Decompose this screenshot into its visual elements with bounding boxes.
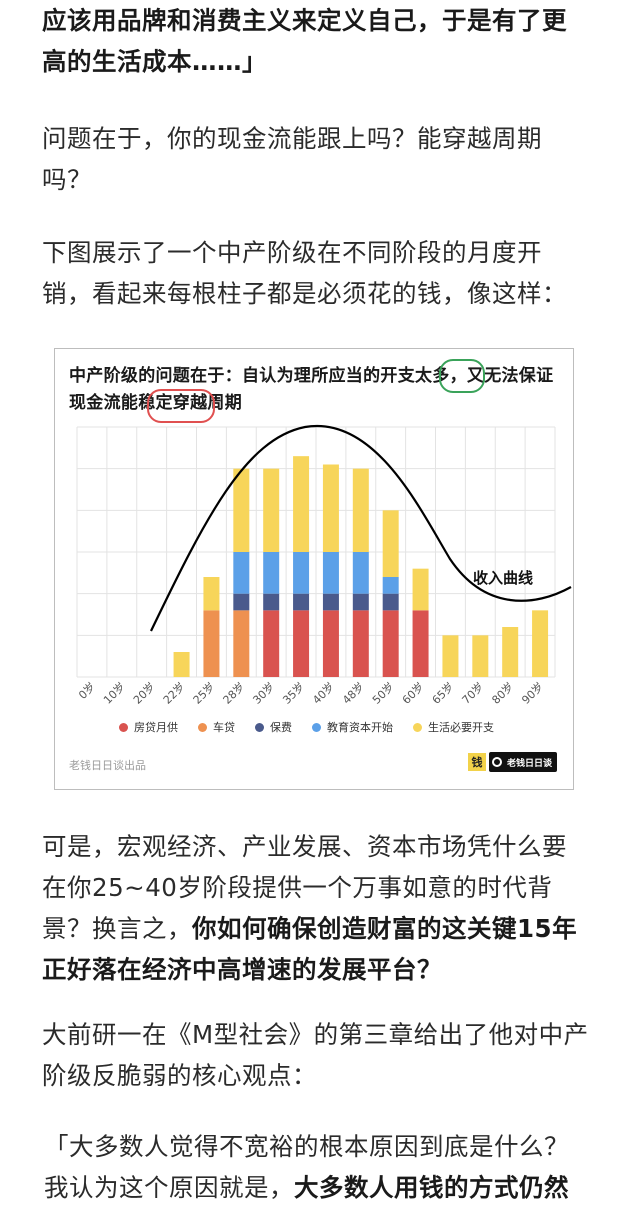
x-tick-label: 30岁 xyxy=(250,679,278,707)
x-tick-label: 48岁 xyxy=(339,679,367,707)
legend-item: 房贷月供 xyxy=(119,719,178,735)
x-tick-label: 25岁 xyxy=(190,679,218,707)
bar-segment xyxy=(233,468,250,552)
paragraph-2: 下图展示了一个中产阶级在不同阶段的月度开销，看起来每根柱子都是必须花的钱，像这样… xyxy=(42,238,567,308)
bar-segment xyxy=(173,652,190,677)
bar-segment xyxy=(352,593,369,611)
bar-segment xyxy=(352,610,369,677)
bar-segment xyxy=(203,610,220,677)
legend-label: 保费 xyxy=(270,721,292,734)
legend-swatch xyxy=(255,722,264,732)
legend-label: 房贷月供 xyxy=(134,721,178,734)
x-tick-label: 80岁 xyxy=(489,679,517,707)
bar-segment xyxy=(322,610,339,677)
income-curve xyxy=(150,424,572,632)
legend-swatch xyxy=(119,722,128,732)
bar-segment xyxy=(322,552,339,594)
bar-segment xyxy=(322,464,339,552)
income-curve-label: 收入曲线 xyxy=(473,569,533,587)
x-tick-label: 28岁 xyxy=(220,679,248,707)
paragraph-0-bold: 应该用品牌和消费主义来定义自己，于是有了更高的生活成本……」 xyxy=(42,6,567,76)
brand-box: 老钱日日谈 xyxy=(488,752,557,772)
paragraph-4: 大前研一在《M型社会》的第三章给出了他对中产阶级反脆弱的核心观点： xyxy=(42,1020,589,1090)
bar-segment xyxy=(532,610,549,677)
chart-plot: 0岁 10岁 20岁 22岁 25岁 28岁 30岁 35岁 40岁 48岁 50岁 60岁 65岁 70… xyxy=(75,424,572,707)
x-tick-label: 10岁 xyxy=(100,679,128,707)
bar-segment xyxy=(293,593,310,611)
paragraph-3: 可是，宏观经济、产业发展、资本市场凭什么要在你25~40岁阶段提供一个万事如意的… xyxy=(42,826,590,990)
x-tick-label: 40岁 xyxy=(309,679,337,707)
brand-name: 老钱日日谈 xyxy=(506,758,552,769)
bar-segment xyxy=(263,593,280,611)
highlight-circle-green xyxy=(439,359,485,393)
x-tick-label: 65岁 xyxy=(429,679,457,707)
x-tick-label: 0岁 xyxy=(75,679,98,702)
legend-item: 保费 xyxy=(255,719,292,735)
paragraph-5: 「大多数人觉得不宽裕的根本原因到底是什么？我认为这个原因就是，大多数人用钱的方式… xyxy=(44,1126,592,1208)
bar-segment xyxy=(233,552,250,594)
paragraph-3-text: 可是，宏观经济、产业发展、资本市场凭什么要在你25~40岁阶段提供一个万事如意的… xyxy=(42,832,567,943)
chart-title: 中产阶级的问题在于：自认为理所应当的开支太多，又无法保证现金流能稳定穿越周期 xyxy=(69,366,554,413)
bar-segment xyxy=(293,456,310,552)
chart-footer: 老钱日日谈出品 xyxy=(69,759,146,772)
bar-segment xyxy=(352,552,369,594)
paragraph-3-bold: 你如何确保创造财富的这关键15年正好落在经济中高增速的发展平台？ xyxy=(42,914,578,984)
bar-segment xyxy=(233,610,250,677)
paragraph-5-bold: 大多数人用钱的方式仍然 xyxy=(294,1173,569,1202)
bar-segment xyxy=(472,635,489,677)
bar-segment xyxy=(412,610,429,677)
chart-figure: 中产阶级的问题在于：自认为理所应当的开支太多，又无法保证现金流能稳定穿越周期 0… xyxy=(54,348,574,790)
x-tick-label: 60岁 xyxy=(399,679,427,707)
bar-segment xyxy=(412,568,429,611)
bar-segment xyxy=(442,635,459,677)
x-tick-label: 20岁 xyxy=(130,679,158,707)
legend-label: 生活必要开支 xyxy=(428,721,494,734)
legend-item: 车贷 xyxy=(198,719,235,735)
bar-segment xyxy=(352,468,369,552)
x-tick-label: 90岁 xyxy=(519,679,547,707)
bar-segment xyxy=(322,593,339,611)
brand-logo: 钱 老钱日日谈 xyxy=(467,751,557,773)
bar-segment xyxy=(263,610,280,677)
legend-label: 教育资本开始 xyxy=(327,721,393,734)
legend-item: 教育资本开始 xyxy=(312,719,393,735)
bar-segment xyxy=(382,577,399,594)
x-tick-label: 35岁 xyxy=(280,679,308,707)
chart-legend: 房贷月供 车贷 保费 教育资本开始 生活必要开支 xyxy=(119,719,514,735)
highlight-circle-red xyxy=(147,389,215,423)
bar-segment xyxy=(263,552,280,594)
bar-segment xyxy=(203,577,220,611)
bar-segment xyxy=(263,468,280,552)
bar-segment xyxy=(382,510,399,577)
paragraph-5-text: 「大多数人觉得不宽裕的根本原因到底是什么？我认为这个原因就是， xyxy=(44,1132,569,1202)
brand-mark: 钱 xyxy=(467,753,486,771)
bar-segment xyxy=(382,610,399,677)
paragraph-0: 应该用品牌和消费主义来定义自己，于是有了更高的生活成本……」 xyxy=(42,0,590,82)
x-tick-label: 22岁 xyxy=(160,679,188,707)
x-tick-label: 50岁 xyxy=(369,679,397,707)
x-tick-label: 70岁 xyxy=(459,679,487,707)
bar-segment xyxy=(382,593,399,611)
search-icon xyxy=(491,757,502,767)
bar-segment xyxy=(293,610,310,677)
bar-segment xyxy=(293,552,310,594)
paragraph-1: 问题在于，你的现金流能跟上吗？能穿越周期吗？ xyxy=(42,124,542,194)
legend-swatch xyxy=(413,722,422,732)
legend-item: 生活必要开支 xyxy=(413,719,494,735)
bar-segment xyxy=(502,627,519,677)
legend-swatch xyxy=(312,722,321,732)
legend-swatch xyxy=(198,722,207,732)
bar-segment xyxy=(233,593,250,611)
legend-label: 车贷 xyxy=(213,721,235,734)
